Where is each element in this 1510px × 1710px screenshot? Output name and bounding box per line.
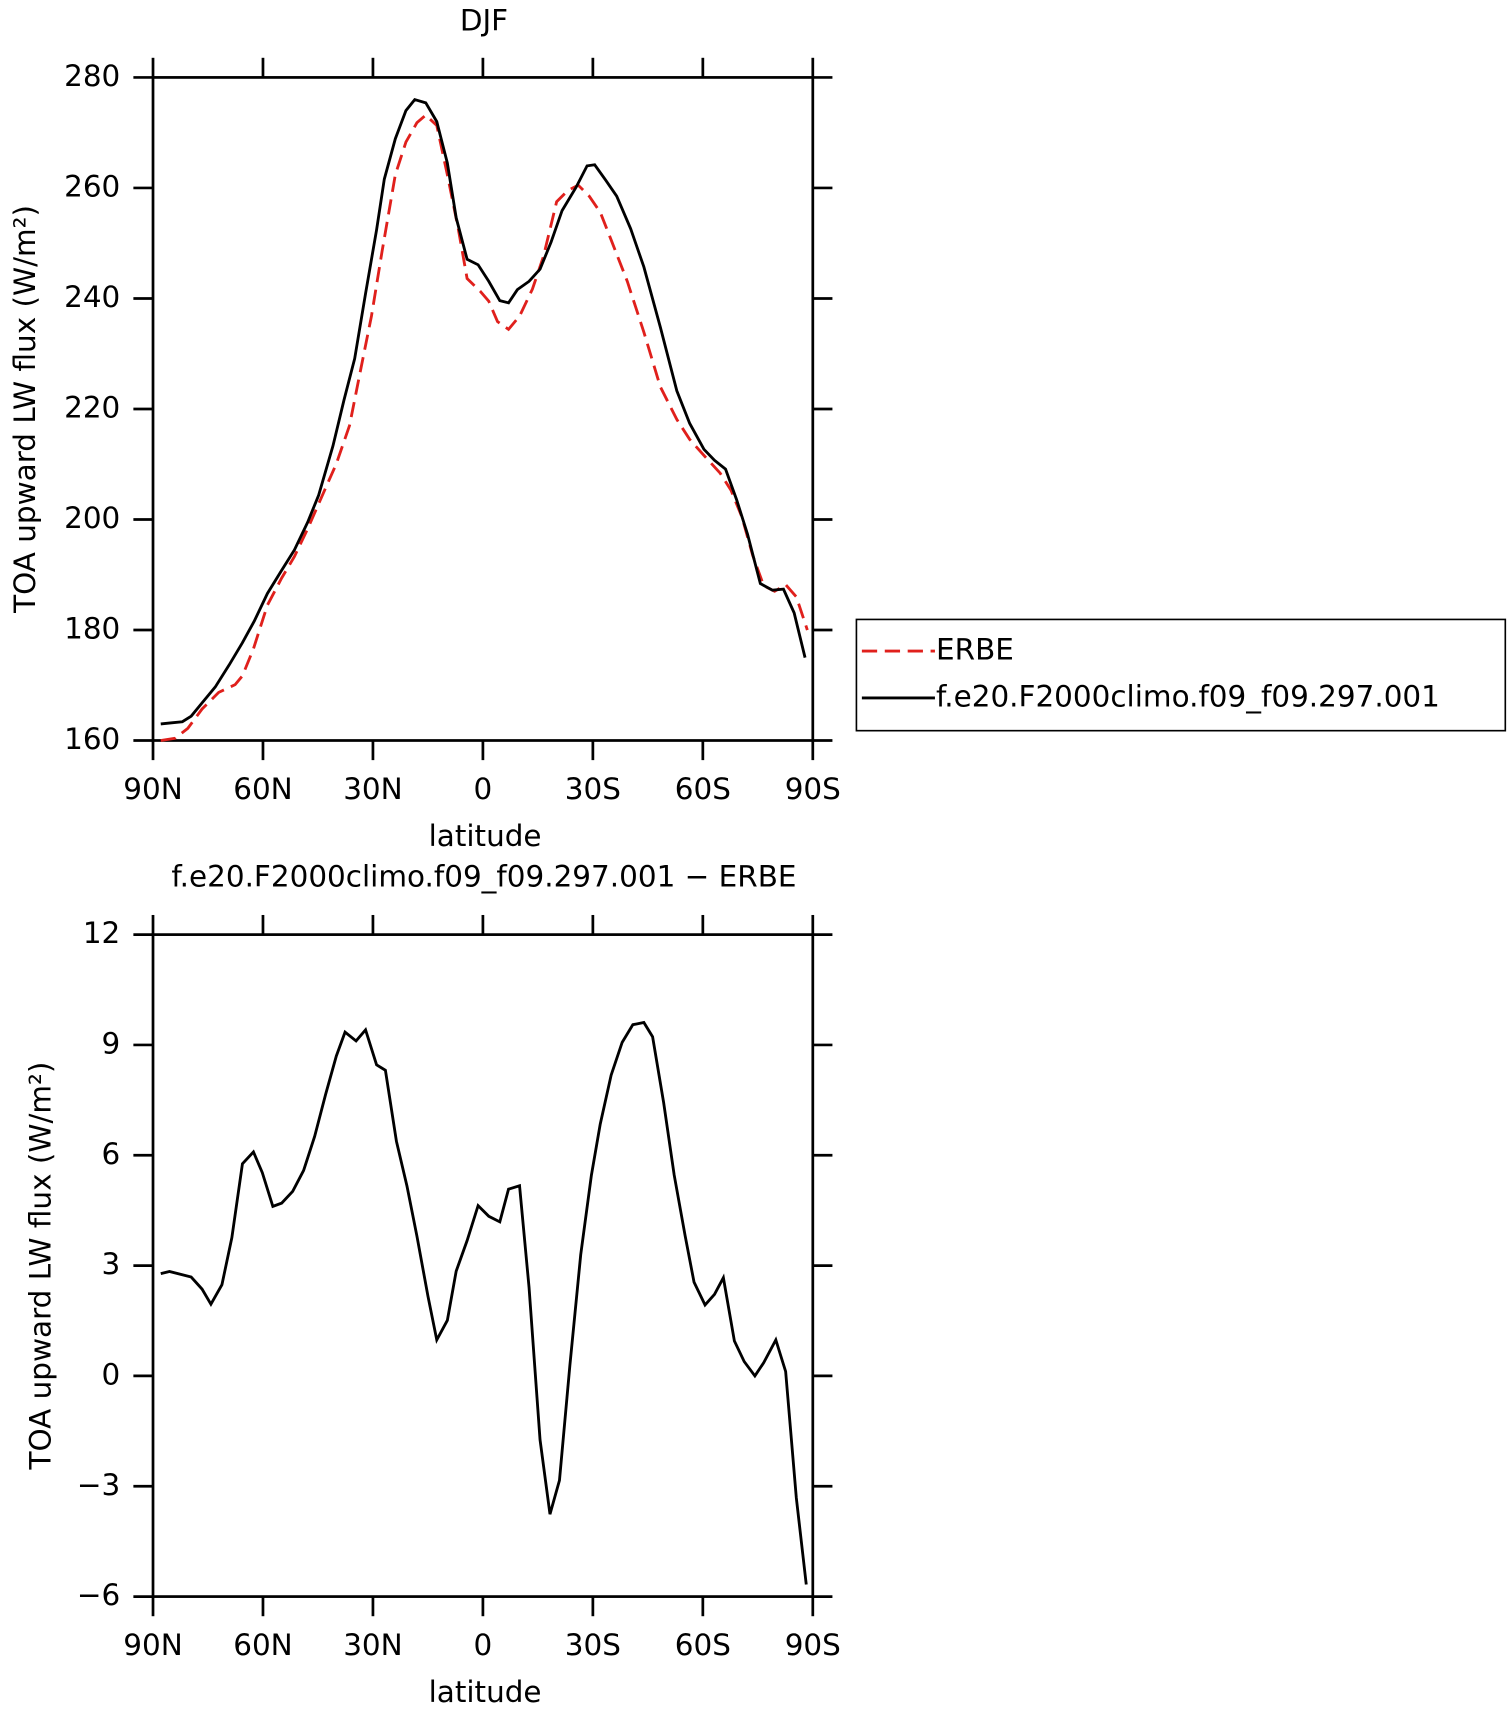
x-tick-label: 30N — [343, 772, 402, 806]
legend-label: ERBE — [936, 633, 1014, 667]
y-tick-label: 3 — [102, 1247, 121, 1281]
y-axis-label: TOA upward LW flux (W/m²) — [8, 205, 42, 614]
y-tick-label: 160 — [64, 722, 120, 756]
x-tick-label: 0 — [474, 1628, 493, 1662]
series-line — [160, 1020, 808, 1585]
y-tick-label: 180 — [64, 611, 120, 645]
chart-title: f.e20.F2000climo.f09_f09.297.001 − ERBE — [171, 859, 796, 893]
x-axis-label: latitude — [429, 819, 542, 853]
series-line — [160, 113, 809, 742]
plot-frame — [151, 933, 815, 1598]
x-tick-label: 0 — [474, 772, 493, 806]
x-tick-label: 60N — [233, 1628, 292, 1662]
x-tick-label: 30S — [565, 772, 621, 806]
x-tick-label: 90S — [785, 1628, 841, 1662]
y-tick-label: 9 — [102, 1026, 121, 1060]
x-tick-label: 90S — [785, 772, 841, 806]
y-tick-label: 0 — [102, 1357, 121, 1391]
series-line — [160, 97, 807, 726]
x-tick-label: 60S — [675, 1628, 731, 1662]
y-tick-label: 220 — [64, 390, 120, 424]
y-axis-label: TOA upward LW flux (W/m²) — [23, 1062, 57, 1471]
x-tick-label: 30S — [565, 1628, 621, 1662]
x-tick-label: 60N — [233, 772, 292, 806]
x-tick-label: 30N — [343, 1628, 402, 1662]
y-tick-label: 280 — [64, 59, 120, 93]
chart-title: DJF — [460, 3, 508, 37]
y-tick-label: 12 — [83, 916, 120, 950]
x-tick-label: 90N — [123, 772, 182, 806]
legend-box — [855, 618, 1507, 732]
x-axis-label: latitude — [429, 1675, 542, 1709]
y-tick-label: −6 — [77, 1578, 120, 1612]
y-tick-label: 240 — [64, 280, 120, 314]
plot-frame — [151, 76, 815, 742]
x-tick-label: 60S — [675, 772, 731, 806]
y-tick-label: 6 — [102, 1137, 121, 1171]
y-tick-label: 200 — [64, 501, 120, 535]
y-tick-label: −3 — [77, 1468, 120, 1502]
legend-label: f.e20.F2000climo.f09_f09.297.001 — [936, 679, 1440, 713]
x-tick-label: 90N — [123, 1628, 182, 1662]
y-tick-label: 260 — [64, 169, 120, 203]
